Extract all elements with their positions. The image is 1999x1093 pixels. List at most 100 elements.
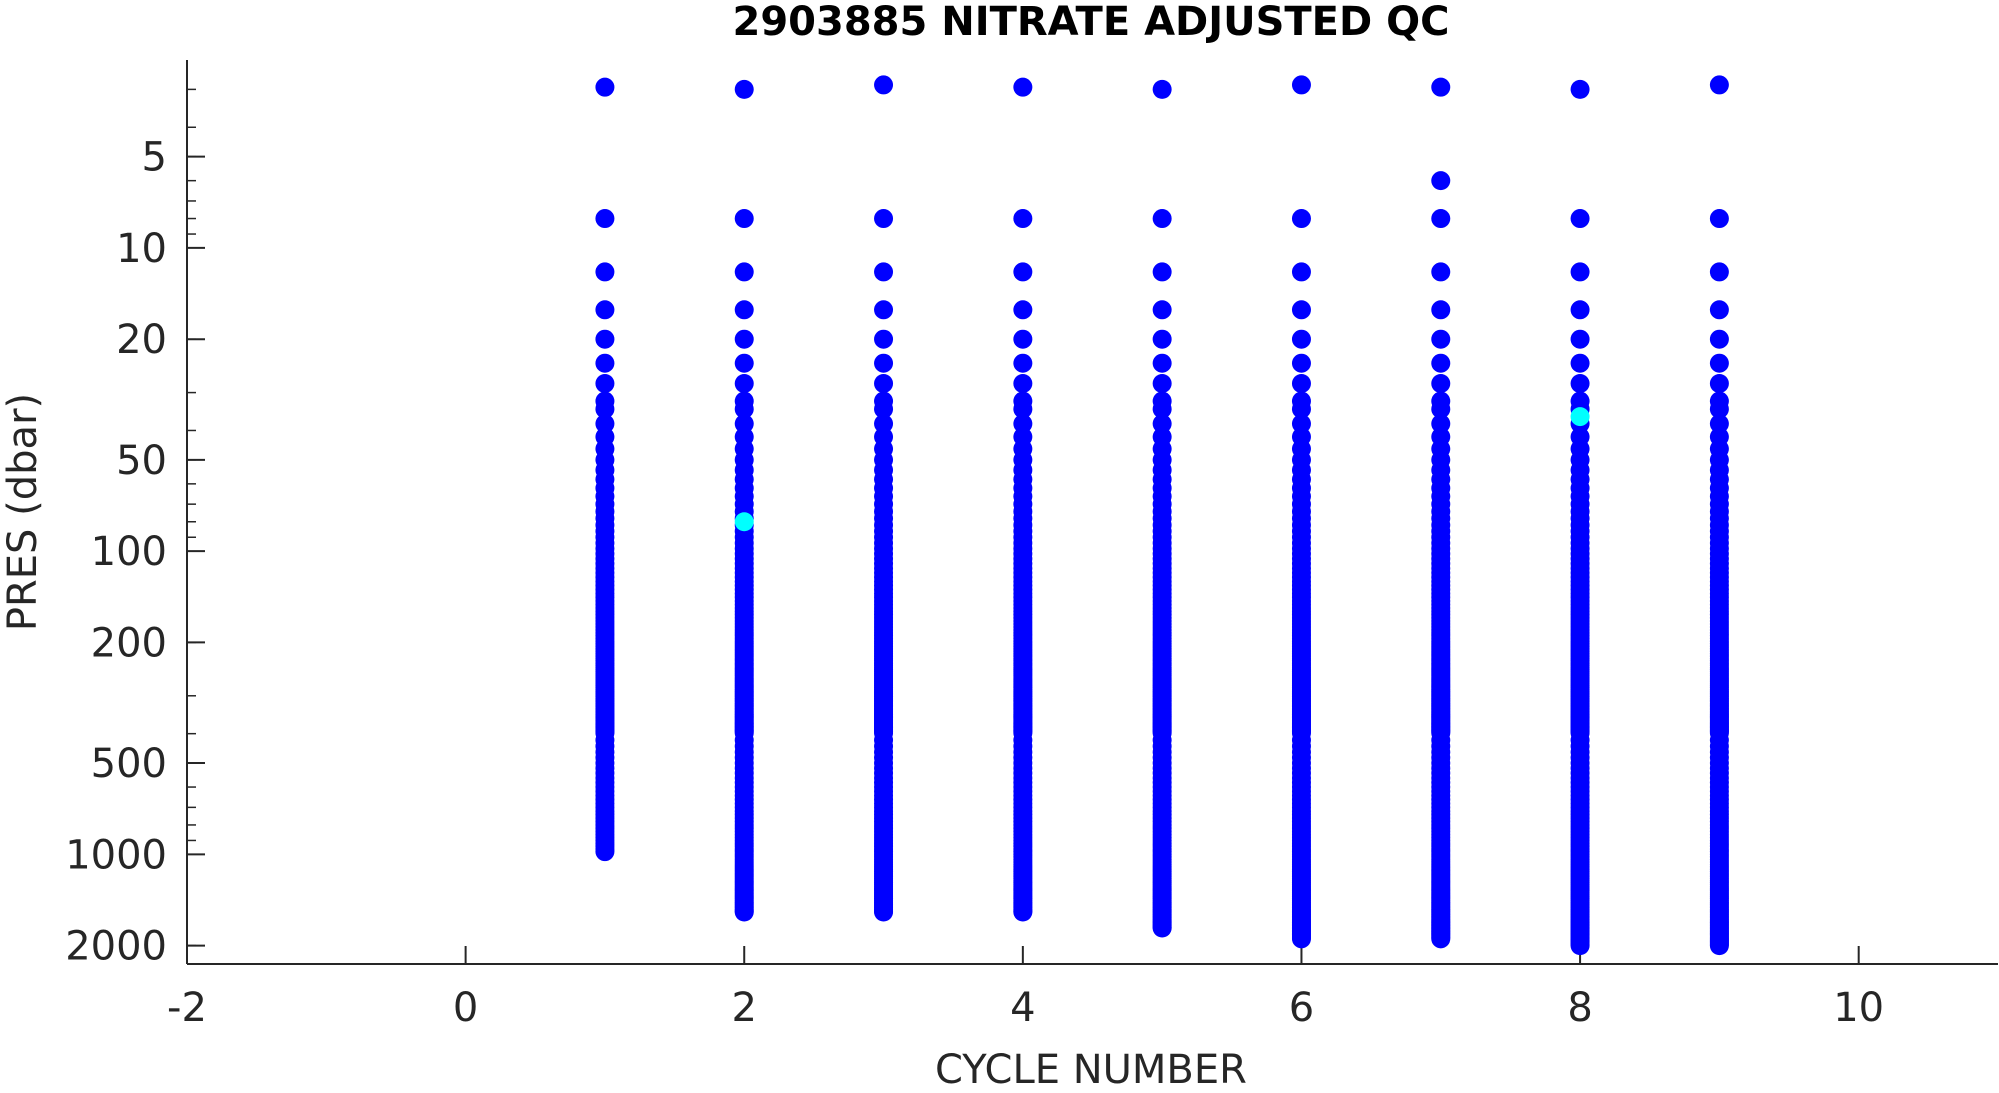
data-point	[1709, 329, 1729, 349]
data-point	[874, 75, 894, 95]
data-point	[1570, 300, 1590, 320]
x-tick-label: 10	[1833, 985, 1884, 1031]
data-point	[1152, 329, 1172, 349]
y-tick-label: 2000	[65, 924, 167, 970]
data-point	[1431, 414, 1451, 434]
data-point	[1152, 353, 1172, 373]
data-point	[595, 414, 615, 434]
data-point	[1709, 300, 1729, 320]
data-point	[874, 329, 894, 349]
data-point	[1709, 353, 1729, 373]
x-tick-label: 6	[1289, 985, 1314, 1031]
data-point	[1291, 353, 1311, 373]
y-tick-label: 10	[116, 226, 167, 272]
data-point	[734, 902, 754, 922]
data-point	[1291, 929, 1311, 949]
data-point	[595, 373, 615, 393]
x-tick-label: 8	[1567, 985, 1592, 1031]
data-point	[874, 262, 894, 282]
data-point	[1291, 414, 1311, 434]
x-tick-label: -2	[167, 985, 207, 1031]
data-point	[1431, 329, 1451, 349]
data-point	[1570, 373, 1590, 393]
data-point	[595, 353, 615, 373]
data-point	[1152, 373, 1172, 393]
data-point	[874, 209, 894, 229]
data-point	[1013, 209, 1033, 229]
data-point	[1431, 929, 1451, 949]
data-point	[1152, 79, 1172, 99]
data-point-flagged	[734, 512, 754, 532]
data-point	[874, 373, 894, 393]
data-point	[1431, 171, 1451, 191]
data-point	[595, 842, 615, 862]
data-point	[1431, 353, 1451, 373]
data-point	[734, 353, 754, 373]
y-tick-label: 50	[116, 438, 167, 484]
data-point	[1013, 902, 1033, 922]
data-point	[1709, 209, 1729, 229]
x-tick-label: 4	[1010, 985, 1035, 1031]
data-point	[595, 300, 615, 320]
data-point	[1291, 300, 1311, 320]
data-point	[1152, 918, 1172, 938]
data-point	[1013, 373, 1033, 393]
data-point	[1291, 75, 1311, 95]
data-point	[1431, 300, 1451, 320]
data-point	[1152, 300, 1172, 320]
data-point	[1709, 936, 1729, 956]
data-point	[1709, 262, 1729, 282]
data-point	[1152, 262, 1172, 282]
data-point	[1431, 262, 1451, 282]
data-point	[1291, 399, 1311, 419]
data-point	[1013, 262, 1033, 282]
data-point	[1570, 353, 1590, 373]
data-point	[1152, 414, 1172, 434]
x-tick-label: 0	[453, 985, 478, 1031]
data-point	[595, 262, 615, 282]
y-tick-label: 500	[91, 741, 167, 787]
data-point	[1013, 329, 1033, 349]
y-axis-label: PRES (dbar)	[0, 393, 46, 631]
data-point-flagged	[1570, 407, 1590, 427]
data-point	[1570, 329, 1590, 349]
data-point	[874, 414, 894, 434]
data-point	[874, 353, 894, 373]
data-point	[1013, 399, 1033, 419]
data-point	[1431, 399, 1451, 419]
chart-title: 2903885 NITRATE ADJUSTED QC	[732, 0, 1449, 45]
data-point	[595, 329, 615, 349]
data-point	[1570, 262, 1590, 282]
y-tick-label: 20	[116, 317, 167, 363]
data-point	[1431, 209, 1451, 229]
y-tick-label: 5	[142, 135, 167, 181]
data-point	[1013, 414, 1033, 434]
data-point	[734, 399, 754, 419]
data-point	[1291, 262, 1311, 282]
data-point	[1291, 209, 1311, 229]
data-point	[1013, 353, 1033, 373]
data-point	[1013, 300, 1033, 320]
data-points	[595, 75, 1729, 956]
data-point	[734, 79, 754, 99]
y-tick-label: 200	[91, 620, 167, 666]
data-point	[1709, 414, 1729, 434]
y-tick-label: 100	[91, 529, 167, 575]
data-point	[1291, 373, 1311, 393]
data-point	[874, 902, 894, 922]
data-point	[734, 329, 754, 349]
data-point	[1709, 373, 1729, 393]
data-point	[874, 300, 894, 320]
data-point	[1291, 329, 1311, 349]
data-point	[1709, 75, 1729, 95]
data-point	[734, 373, 754, 393]
data-point	[1152, 209, 1172, 229]
data-point	[595, 399, 615, 419]
data-point	[1431, 77, 1451, 97]
data-point	[734, 262, 754, 282]
data-point	[595, 77, 615, 97]
y-tick-label: 1000	[65, 832, 167, 878]
data-point	[874, 399, 894, 419]
